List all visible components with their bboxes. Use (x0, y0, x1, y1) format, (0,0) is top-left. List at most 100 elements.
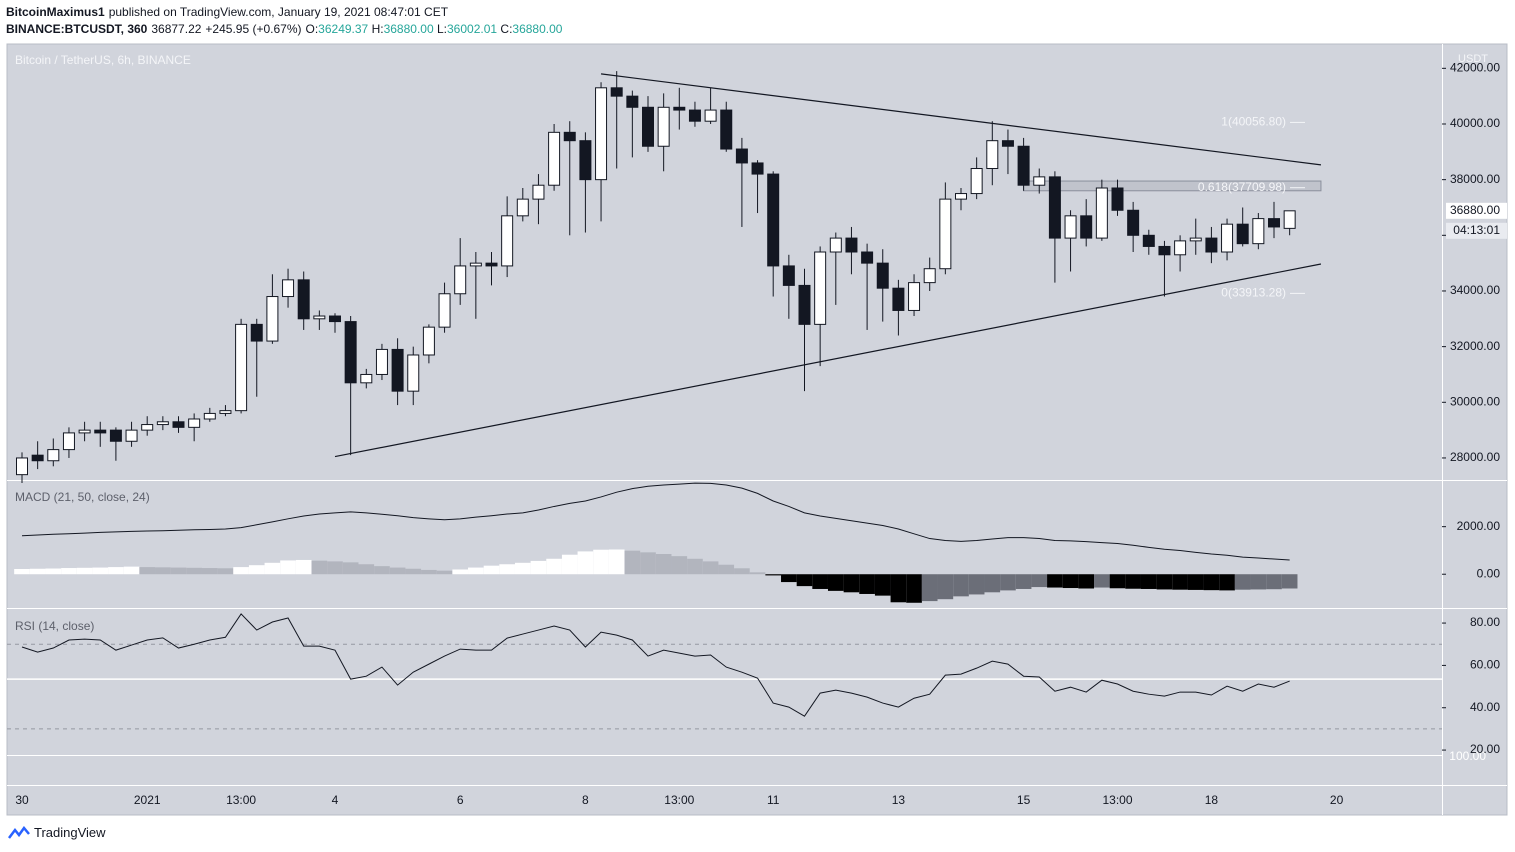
candle-body (532, 184, 545, 200)
candle-body (360, 373, 373, 384)
ohlc: O: 36249.37 H: 36880.00 L: 36002.01 C: 36880… (306, 22, 563, 36)
close-label: C: (500, 22, 513, 36)
fib-label: 0(33913.28) (1221, 286, 1286, 300)
candle-body (1268, 218, 1280, 228)
close: 36880.00 (512, 22, 563, 36)
candle-body (1080, 215, 1093, 239)
candle-body (986, 140, 999, 170)
candle-body (391, 348, 404, 392)
author: BitcoinMaximus1 (6, 5, 105, 19)
candle-body (94, 429, 107, 434)
histogram-bar (201, 568, 218, 575)
candle-body (141, 424, 154, 431)
candle-body (673, 106, 686, 111)
candle-body (1236, 223, 1249, 245)
candle-body (1174, 240, 1187, 256)
countdown: 04:13:01 (1453, 223, 1500, 237)
histogram-bar (1047, 574, 1063, 588)
candle-body (1064, 215, 1077, 239)
histogram-bar (640, 552, 656, 575)
histogram-bar (1062, 574, 1079, 589)
rsi-line (21, 613, 1290, 717)
candle-body (876, 262, 889, 289)
histogram-bar (45, 568, 62, 575)
ohlc-line: BINANCE:BTCUSDT, 360 36877.22 +245.95 (+… (6, 22, 562, 36)
x-tick-label: 13:00 (226, 793, 256, 807)
x-tick-label: 30 (15, 793, 29, 807)
histogram-bar (123, 566, 140, 575)
histogram-bar (1094, 574, 1110, 588)
trendline (600, 73, 1322, 166)
candle-body (250, 323, 263, 342)
unit-label: USDT (1458, 53, 1488, 65)
histogram-bar (1078, 574, 1095, 589)
candle-body (688, 109, 701, 122)
histogram-bar (1156, 574, 1173, 590)
macd-line (21, 482, 1290, 561)
histogram-bar (139, 567, 156, 575)
macd-pane-title: MACD (21, 50, close, 24) (15, 490, 150, 504)
unit-label-bg (1452, 50, 1502, 72)
histogram-bar (499, 564, 515, 575)
histogram-bar (264, 562, 281, 575)
x-tick-label: 20 (1330, 793, 1344, 807)
x-tick-label: 13:00 (664, 793, 694, 807)
histogram-bar (655, 554, 672, 575)
histogram-bar (812, 574, 828, 589)
candle-body (31, 454, 44, 462)
fib-label: 1(40056.80) (1221, 115, 1286, 129)
candle-body (1283, 210, 1296, 229)
candle-body (1048, 176, 1061, 239)
candle-body (751, 162, 764, 175)
histogram-bar (749, 572, 766, 575)
candle-body (1001, 140, 1014, 147)
histogram-bar (906, 574, 922, 603)
candle-body (78, 429, 91, 434)
histogram-bar (1187, 574, 1204, 590)
candle-body (125, 429, 138, 442)
y-tick-label: 34000.00 (1450, 283, 1500, 297)
histogram-bar (233, 567, 249, 575)
published: published on TradingView.com, January 19… (108, 5, 449, 19)
x-tick-label: 13:00 (1102, 793, 1132, 807)
trendline (334, 263, 1322, 458)
low: 36002.01 (447, 22, 498, 36)
candle-body (720, 109, 733, 150)
histogram-bar (968, 574, 985, 595)
y-tick-label: 40.00 (1470, 700, 1500, 714)
candle-body (908, 282, 921, 311)
high: 36880.00 (383, 22, 434, 36)
histogram-bar (921, 574, 938, 602)
y-tick-label: 0.00 (1477, 566, 1501, 580)
x-tick-label: 2021 (134, 793, 161, 807)
brand[interactable]: TradingView (34, 825, 106, 840)
candle-body (485, 262, 498, 267)
candle-body (1017, 145, 1030, 186)
high-label: H: (371, 22, 384, 36)
histogram-bar (295, 559, 312, 575)
candle-body (704, 109, 717, 122)
histogram-bar (389, 567, 406, 575)
candle-body (109, 429, 122, 442)
histogram-bar (890, 574, 907, 603)
candle-body (735, 148, 748, 164)
change: +245.95 (+0.67%) (205, 22, 302, 36)
histogram-bar (342, 562, 359, 575)
candle-body (1095, 187, 1108, 239)
histogram-bar (671, 556, 688, 575)
histogram-bar (217, 568, 234, 575)
histogram-bar (827, 574, 844, 591)
candle-body (16, 457, 28, 476)
histogram-bar (29, 568, 46, 575)
candle-body (798, 284, 811, 325)
candle-body (923, 268, 936, 284)
price-pane-title: Bitcoin / TetherUS, 6h, BINANCE (15, 53, 191, 67)
candle-body (626, 95, 639, 108)
candle-body (219, 410, 232, 414)
rsi-pane-title: RSI (14, close) (15, 619, 94, 633)
histogram-bar (937, 574, 954, 600)
candle-body (1189, 237, 1202, 242)
histogram-bar (843, 574, 860, 593)
